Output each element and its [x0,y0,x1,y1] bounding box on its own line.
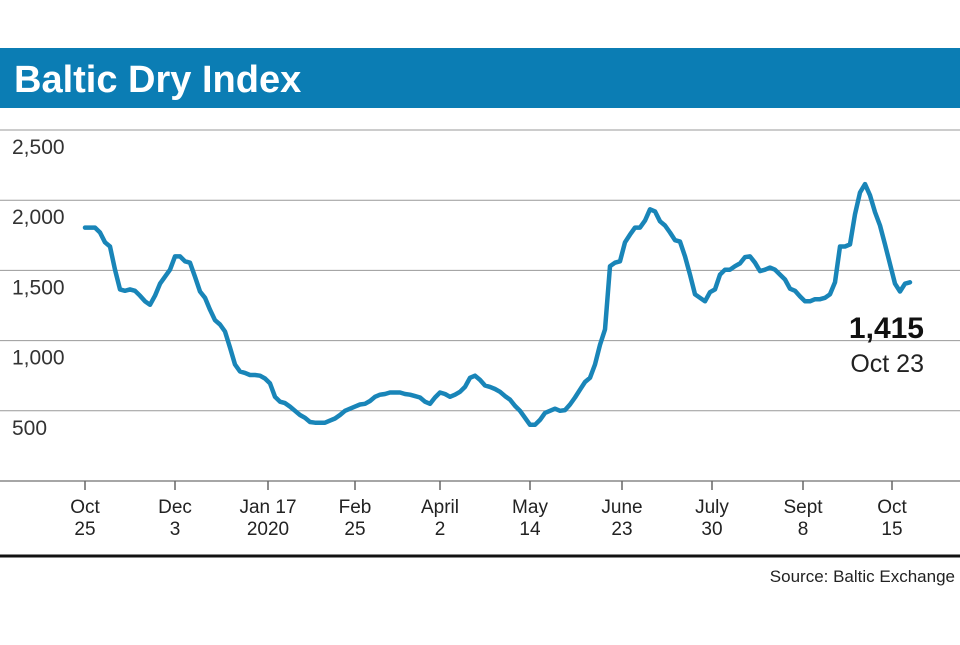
x-tick-label: Oct 25 [70,497,100,540]
x-tick-label-line: Dec [158,497,192,518]
x-tick-label-line: July [695,497,729,518]
x-tick-label-line: 25 [74,519,95,540]
y-tick-label: 1,000 [12,347,65,370]
x-tick-label: May 14 [512,497,548,540]
source: Source: Baltic Exchange [770,567,955,586]
x-tick-label-line: 2020 [247,519,289,540]
x-tick-label-line: Feb [339,497,372,518]
x-tick-label-line: 2 [435,519,446,540]
x-tick-label: Oct 15 [877,497,907,540]
x-tick-label-line: 25 [344,519,365,540]
x-tick-label: July 30 [695,497,729,540]
x-tick-label-line: April [421,497,459,518]
x-tick-label: Dec 3 [158,497,192,540]
x-tick-label-line: Oct [70,497,100,518]
x-tick-label: June 23 [601,497,642,540]
annotation-date: Oct 23 [850,350,924,378]
x-tick-label-line: Oct [877,497,907,518]
y-tick-label: 2,500 [12,136,65,159]
x-tick-label: Sept 8 [783,497,823,540]
x-tick-label: Feb 25 [339,497,372,540]
x-tick-label-line: June [601,497,642,518]
chart-title: Baltic Dry Index [14,59,301,101]
x-tick-label-line: 15 [881,519,902,540]
x-tick-label-line: 23 [611,519,632,540]
x-tick-label-line: 14 [519,519,541,540]
x-tick-label: April 2 [421,497,459,540]
y-tick-label: 500 [12,417,47,440]
title-bar [0,48,960,108]
x-tick-label-line: 8 [798,519,809,540]
x-tick-label-line: Sept [783,497,823,518]
x-tick-label-line: Jan 17 [239,497,296,518]
y-tick-label: 2,000 [12,206,65,229]
y-tick-label: 1,500 [12,276,65,299]
x-tick-label-line: May [512,497,548,518]
line [82,181,913,428]
annotation-value: 1,415 [849,312,924,345]
x-tick-label: Jan 17 2020 [239,497,296,540]
x-tick-label-line: 3 [170,519,181,540]
x-tick-label-line: 30 [701,519,722,540]
